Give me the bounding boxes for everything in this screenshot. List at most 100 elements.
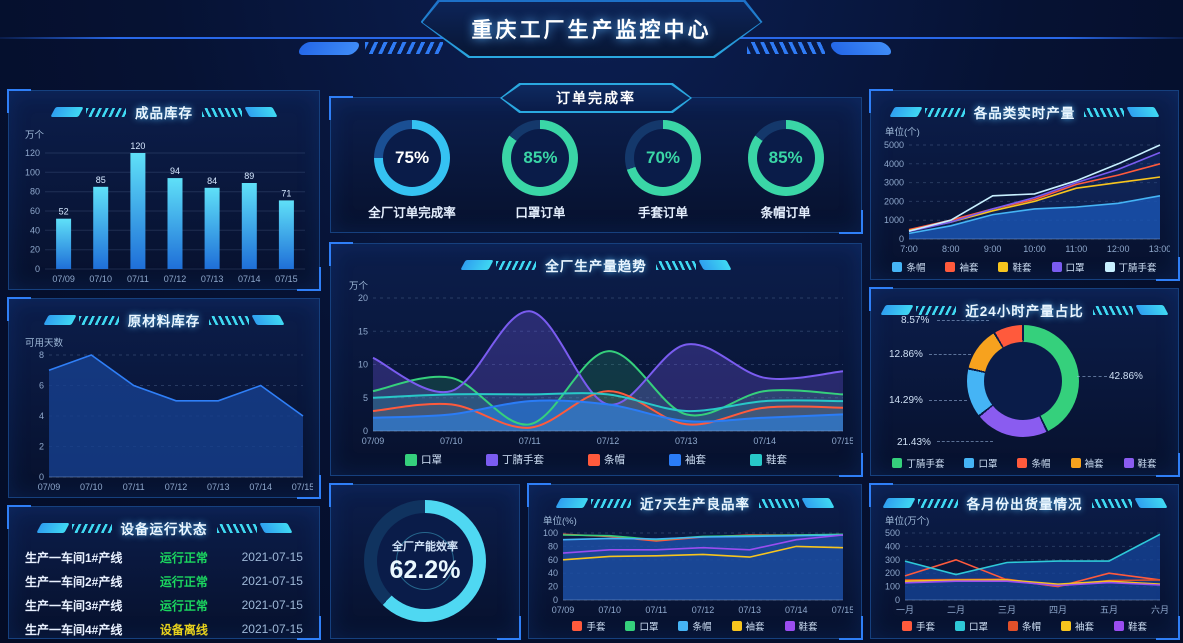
legend-chip [1007, 621, 1018, 631]
gauge-value: 70% [646, 148, 681, 167]
legend-chip [1061, 621, 1071, 631]
panel-realtime-output: 各品类实时产量 单位(个) 0 1000 2000 3000 4000 5000 7:00 8… [869, 89, 1180, 281]
panel-title: 近24小时产量占比 [965, 304, 1084, 319]
legend-label: 口罩 [978, 459, 998, 470]
svg-text:52: 52 [59, 207, 69, 217]
legend-item[interactable]: 口罩 [954, 619, 988, 633]
legend-label: 鞋套 [1128, 622, 1148, 633]
svg-text:300: 300 [885, 555, 900, 565]
legend-chip [1114, 621, 1125, 631]
legend-item[interactable]: 条帽 [1017, 456, 1051, 470]
gauge-label: 全厂订单完成率 [368, 206, 456, 220]
legend-item[interactable]: 袖套 [731, 619, 765, 633]
legend-item[interactable]: 条帽 [892, 260, 925, 274]
svg-text:85: 85 [96, 175, 106, 185]
title-decor-right [209, 315, 285, 325]
pie-label-leader [937, 320, 989, 321]
header-decor-right [747, 40, 894, 56]
svg-text:500: 500 [885, 528, 900, 538]
panel-title: 近7天生产良品率 [639, 497, 750, 512]
legend-chip [486, 453, 498, 466]
legend-item[interactable]: 鞋套 [1123, 456, 1157, 470]
legend-item[interactable]: 袖套 [669, 452, 706, 467]
svg-text:4000: 4000 [884, 159, 904, 169]
status-badge: 设备离线 [159, 622, 208, 637]
panel-title-badge: 订单完成率 [500, 83, 692, 113]
svg-text:0: 0 [899, 234, 904, 244]
legend-item[interactable]: 鞋套 [1114, 619, 1147, 633]
panel-capacity-efficiency: 全厂产能效率 62.2% [329, 483, 521, 640]
legend-label: 袖套 [1075, 622, 1095, 633]
legend-item[interactable]: 鞋套 [784, 619, 818, 633]
legend-label: 口罩 [639, 622, 659, 633]
pie-label-leader [929, 354, 971, 355]
status-date: 2021-07-15 [241, 622, 303, 636]
gauge-value: 62.2% [389, 555, 461, 584]
svg-text:07/10: 07/10 [89, 274, 112, 284]
svg-text:0: 0 [39, 472, 44, 482]
svg-text:8: 8 [39, 350, 44, 360]
legend-item[interactable]: 袖套 [1070, 456, 1104, 470]
gauge-glove-order: 70% 手套订单 [625, 120, 702, 221]
svg-text:4: 4 [39, 411, 44, 421]
donut-hole [984, 342, 1062, 420]
svg-text:120: 120 [25, 148, 40, 158]
svg-text:07/10: 07/10 [598, 605, 621, 615]
title-decor-right [655, 260, 732, 270]
legend-label: 条帽 [604, 454, 625, 466]
svg-text:07/11: 07/11 [127, 274, 149, 284]
legend-label: 袖套 [685, 454, 706, 466]
legend-item[interactable]: 口罩 [405, 452, 442, 467]
legend-item[interactable]: 鞋套 [750, 452, 787, 467]
legend-item[interactable]: 口罩 [625, 619, 658, 633]
legend-label: 口罩 [1065, 263, 1085, 274]
legend-item[interactable]: 丁腈手套 [486, 452, 544, 467]
svg-text:12:00: 12:00 [1107, 244, 1130, 254]
legend-label: 条帽 [692, 622, 712, 633]
legend-chip [1070, 458, 1081, 468]
title-decor-right [216, 523, 293, 533]
gauge-row: 75% 全厂订单完成率 85% 口罩订单 70% 手套订单 85% [345, 120, 847, 221]
svg-text:100: 100 [25, 167, 40, 177]
legend-item[interactable]: 鞋套 [998, 260, 1032, 274]
legend-label: 丁腈手套 [1118, 263, 1157, 274]
title-decor-right [202, 107, 278, 117]
svg-text:07/09: 07/09 [52, 274, 75, 284]
legend-chip [1051, 262, 1062, 272]
legend-item[interactable]: 袖套 [945, 260, 978, 274]
svg-text:80: 80 [30, 187, 40, 197]
legend-item[interactable]: 条帽 [588, 452, 625, 467]
legend-chip [1123, 458, 1134, 468]
legend-chip [784, 621, 795, 631]
pie-label: 12.86% [889, 349, 923, 360]
legend-item[interactable]: 丁腈手套 [892, 456, 944, 470]
gauge-value: 75% [395, 148, 430, 167]
title-decor-right [1084, 107, 1160, 117]
legend-item[interactable]: 条帽 [1007, 619, 1041, 633]
pie-label: 42.86% [1109, 371, 1143, 382]
legend-chip [945, 262, 956, 272]
decor-bar [828, 41, 894, 55]
legend-item[interactable]: 手套 [901, 619, 935, 633]
line-chart-yield-rate: 0 20 40 60 80 100 07/09 07/10 07/11 07/12 07/13 07/… [533, 525, 854, 616]
legend-item[interactable]: 袖套 [1061, 619, 1094, 633]
legend-item[interactable]: 手套 [572, 619, 605, 633]
legend-chip [998, 262, 1009, 272]
legend-item[interactable]: 条帽 [678, 619, 712, 633]
svg-text:10: 10 [358, 360, 368, 370]
svg-text:7:00: 7:00 [900, 244, 918, 254]
legend-chip [892, 458, 903, 468]
svg-text:07/09: 07/09 [362, 436, 385, 446]
title-banner: 重庆工厂生产监控中心 [420, 0, 763, 58]
legend-chip [731, 621, 742, 631]
panel-equipment-status: 设备运行状态 生产一车间1#产线 运行正常 2021-07-15 生产一车间2#… [7, 505, 321, 640]
chart-legend: 手套 口罩 条帽 袖套 鞋套 [529, 619, 861, 633]
legend-item[interactable]: 口罩 [964, 456, 997, 470]
svg-text:一月: 一月 [896, 605, 914, 615]
gauge-value: 85% [768, 148, 803, 167]
legend-item[interactable]: 丁腈手套 [1104, 260, 1157, 274]
decor-stripes [365, 42, 443, 54]
legend-item[interactable]: 口罩 [1051, 260, 1085, 274]
svg-text:07/13: 07/13 [201, 274, 224, 284]
svg-text:07/13: 07/13 [207, 482, 230, 492]
